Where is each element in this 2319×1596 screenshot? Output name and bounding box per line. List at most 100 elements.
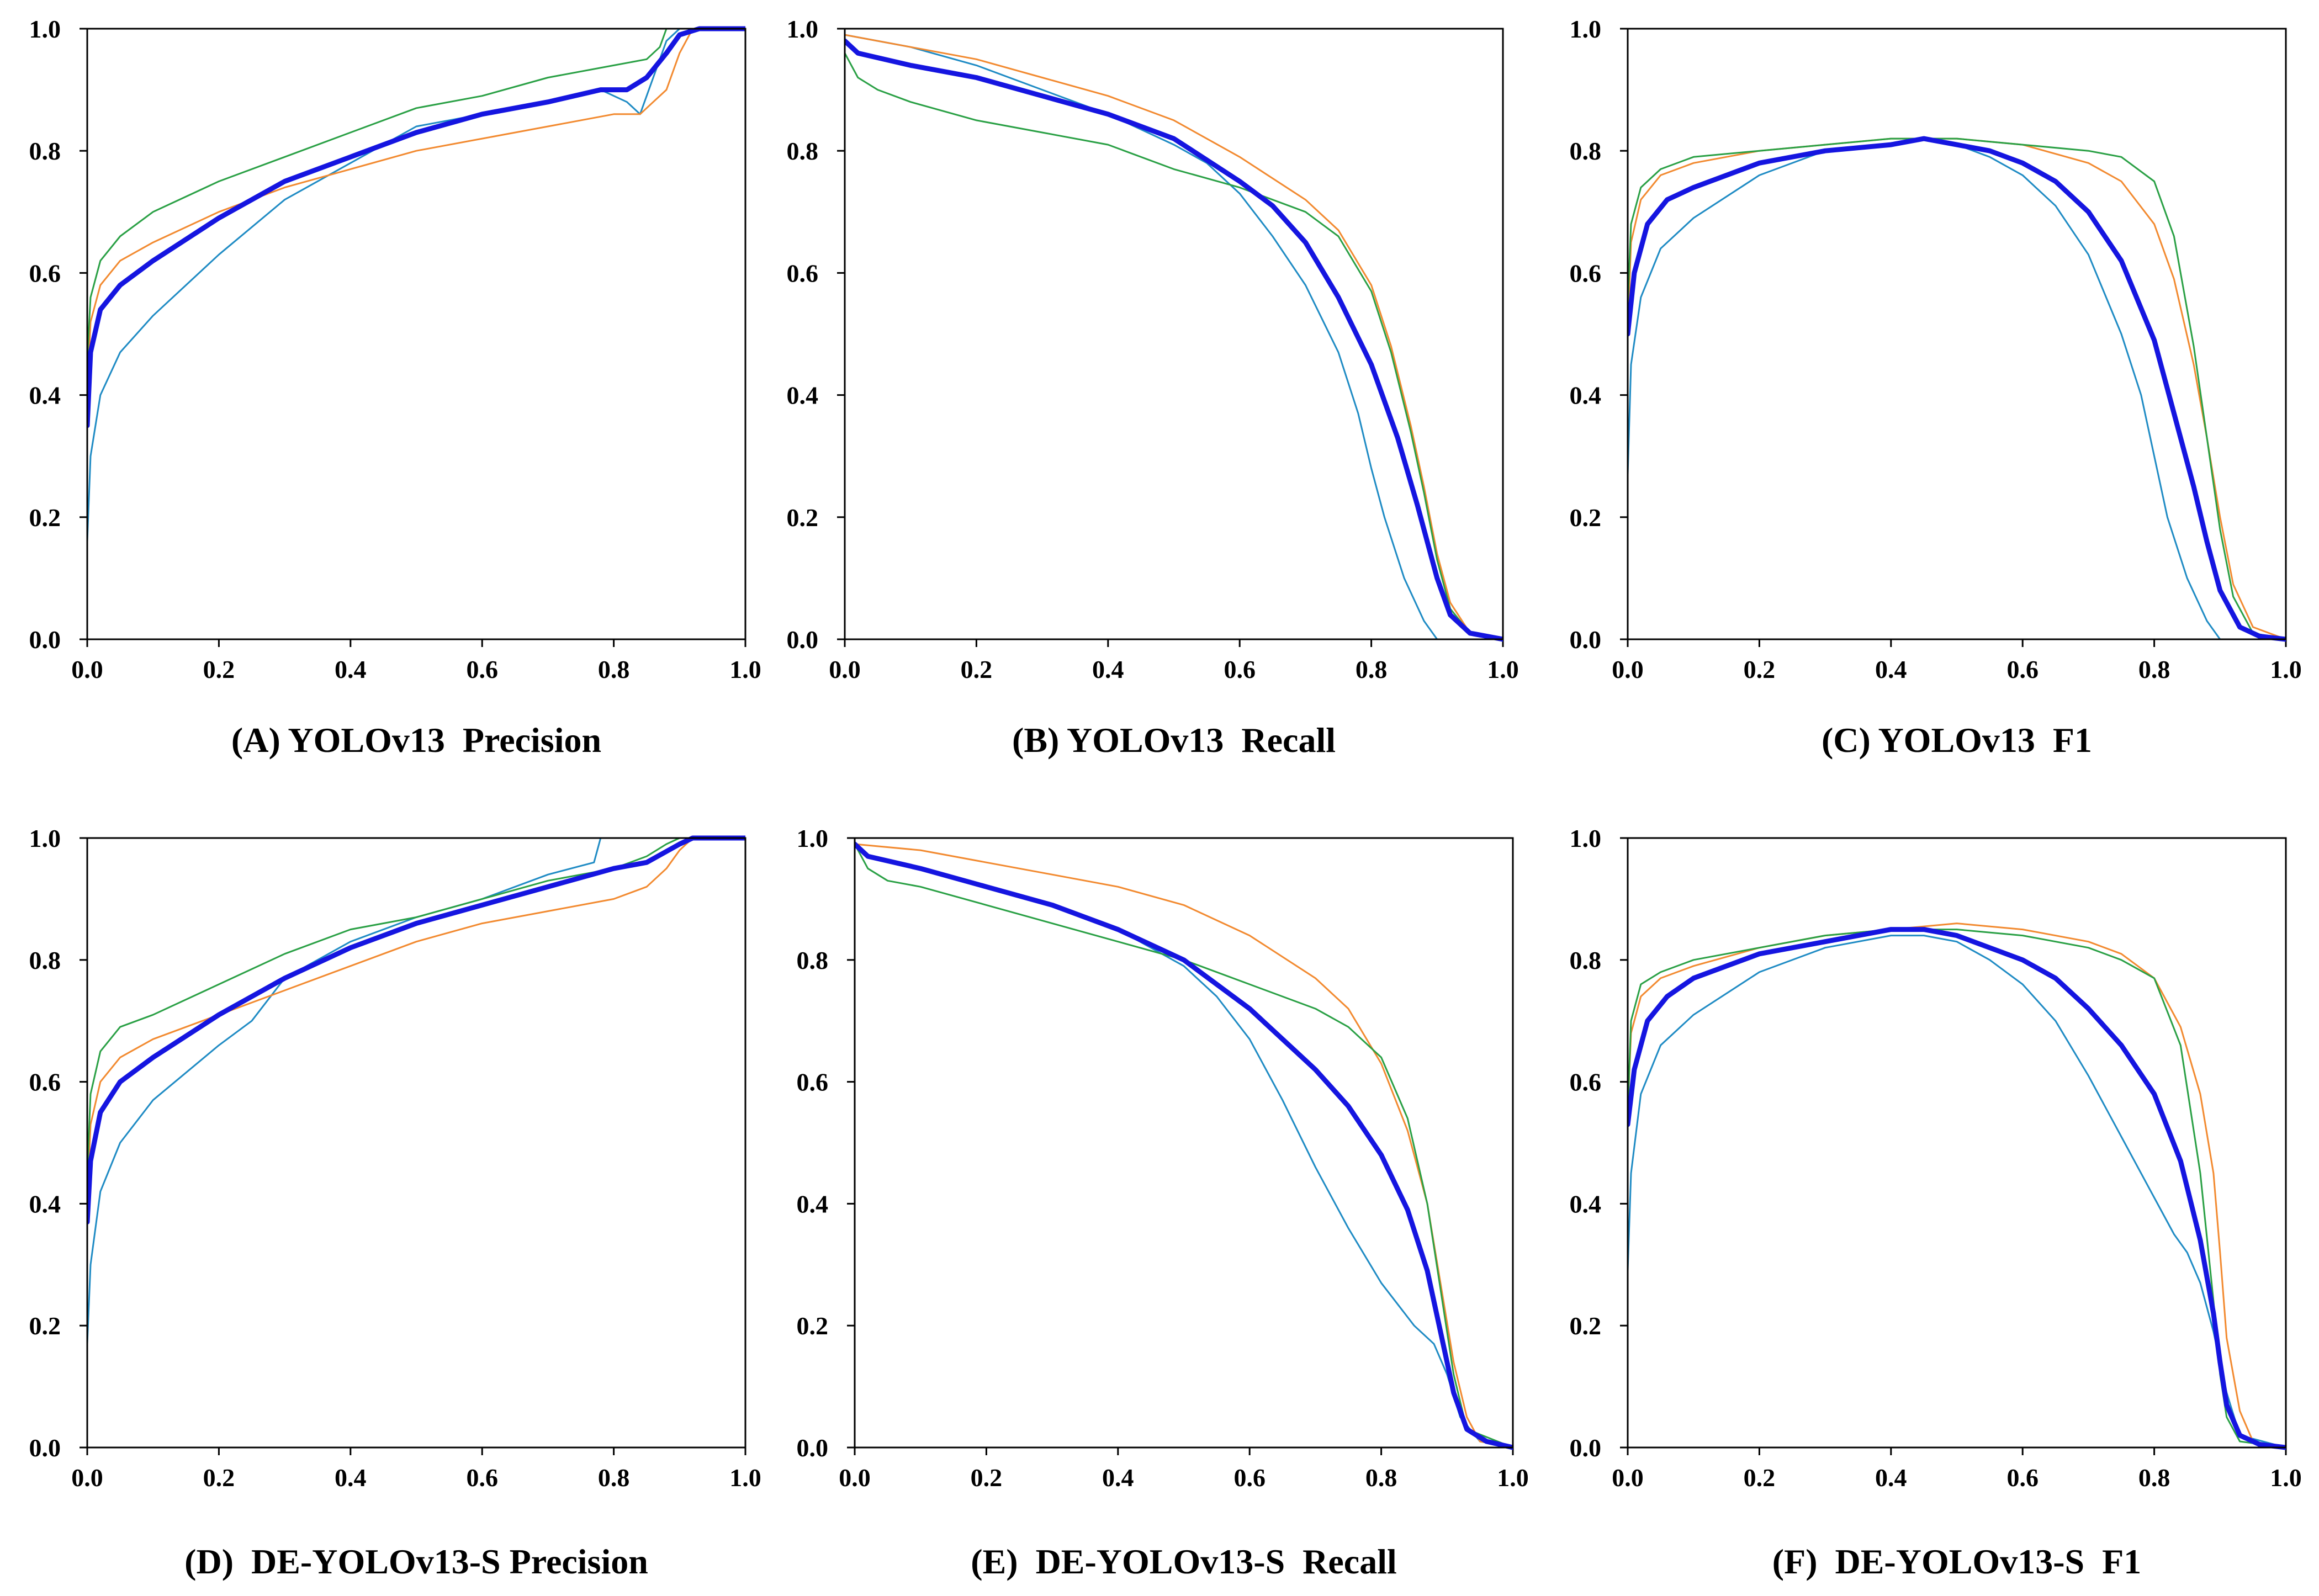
x-tick-label-f-1: 0.2 — [1744, 1464, 1776, 1492]
series-e-all-classes — [855, 841, 1513, 1450]
y-tick-label-d-4: 0.8 — [29, 946, 61, 974]
plot-frame-f — [1627, 837, 2287, 1449]
series-d-class-2 — [87, 837, 745, 1205]
chart-panel-a: 0.0 0.2 0.4 0.6 0.8 1.0 0.0 0.2 0.4 0.6 0.8 1.0 (A) … — [29, 15, 761, 760]
x-tick-label-f-2: 0.4 — [1875, 1464, 1907, 1492]
y-tick-label-e-2: 0.4 — [797, 1190, 829, 1218]
y-tick-label-c-2: 0.4 — [1570, 381, 1602, 410]
y-tick-label-a-0: 0.0 — [29, 625, 61, 654]
series-b-class-3 — [845, 52, 1503, 640]
y-tick-label-c-5: 1.0 — [1570, 15, 1602, 43]
series-group-c — [1628, 136, 2286, 642]
caption-a: (A) YOLOv13 Precision — [231, 720, 601, 760]
x-tick-label-a-0: 0.0 — [71, 655, 103, 683]
y-tick-label-c-3: 0.6 — [1570, 259, 1602, 287]
series-a-class-3 — [87, 28, 745, 359]
x-tick-label-b-2: 0.4 — [1092, 655, 1124, 683]
x-tick-label-a-2: 0.4 — [335, 655, 367, 683]
y-tick-label-e-4: 0.8 — [797, 946, 829, 974]
x-tick-label-a-1: 0.2 — [203, 655, 235, 683]
y-tick-label-e-5: 1.0 — [797, 824, 829, 852]
x-tick-label-d-0: 0.0 — [71, 1464, 103, 1492]
x-tick-label-a-4: 0.8 — [598, 655, 630, 683]
series-c-class-1 — [1628, 137, 2286, 640]
x-tick-label-c-5: 1.0 — [2270, 655, 2302, 683]
y-tick-label-e-0: 0.0 — [797, 1434, 829, 1462]
series-d-class-1 — [87, 837, 745, 1345]
x-tick-label-b-1: 0.2 — [961, 655, 993, 683]
x-tick-label-d-5: 1.0 — [729, 1464, 761, 1492]
y-tick-label-d-0: 0.0 — [29, 1434, 61, 1462]
chart-panel-b: 0.0 0.2 0.4 0.6 0.8 1.0 0.0 0.2 0.4 0.6 0.8 1.0 (B) … — [787, 15, 1519, 760]
x-tick-label-a-5: 1.0 — [729, 655, 761, 683]
y-tick-label-a-3: 0.6 — [29, 259, 61, 287]
y-tick-label-f-1: 0.2 — [1570, 1312, 1602, 1340]
x-tick-label-f-3: 0.6 — [2006, 1464, 2039, 1492]
series-a-class-2 — [87, 28, 745, 396]
y-tick-label-f-0: 0.0 — [1570, 1434, 1602, 1462]
series-group-b — [845, 34, 1503, 642]
series-group-e — [855, 841, 1513, 1450]
series-c-class-2 — [1628, 137, 2286, 640]
y-tick-label-c-1: 0.2 — [1570, 503, 1602, 532]
x-tick-label-e-2: 0.4 — [1102, 1464, 1134, 1492]
plot-frame-e — [854, 837, 1514, 1449]
y-tick-label-b-2: 0.4 — [787, 381, 819, 410]
caption-d: (D) DE-YOLOv13-S Precision — [184, 1542, 648, 1581]
y-tick-label-f-5: 1.0 — [1570, 824, 1602, 852]
y-tick-label-b-0: 0.0 — [787, 625, 819, 654]
series-f-class-2 — [1628, 922, 2286, 1449]
series-b-class-2 — [845, 34, 1503, 640]
x-tick-label-c-4: 0.8 — [2138, 655, 2170, 683]
series-b-all-classes — [845, 38, 1503, 642]
x-tick-label-e-4: 0.8 — [1365, 1464, 1397, 1492]
caption-f: (F) DE-YOLOv13-S F1 — [1772, 1542, 2141, 1581]
chart-panel-d: 0.0 0.2 0.4 0.6 0.8 1.0 0.0 0.2 0.4 0.6 0.8 1.0 (D) … — [29, 824, 761, 1581]
y-tick-label-a-5: 1.0 — [29, 15, 61, 43]
series-b-class-1 — [845, 34, 1503, 640]
y-tick-label-a-2: 0.4 — [29, 381, 61, 410]
x-tick-label-f-0: 0.0 — [1612, 1464, 1644, 1492]
y-tick-label-b-1: 0.2 — [787, 503, 819, 532]
y-tick-label-f-4: 0.8 — [1570, 946, 1602, 974]
x-tick-label-d-1: 0.2 — [203, 1464, 235, 1492]
x-tick-label-f-5: 1.0 — [2270, 1464, 2302, 1492]
series-d-all-classes — [87, 835, 745, 1224]
x-tick-label-b-0: 0.0 — [829, 655, 861, 683]
series-group-d — [87, 835, 745, 1345]
series-group-a — [87, 26, 745, 543]
y-tick-label-b-4: 0.8 — [787, 137, 819, 165]
y-tick-label-d-5: 1.0 — [29, 824, 61, 852]
x-tick-label-c-0: 0.0 — [1612, 655, 1644, 683]
x-tick-label-d-4: 0.8 — [598, 1464, 630, 1492]
plot-frame-c — [1627, 28, 2287, 640]
x-tick-label-f-4: 0.8 — [2138, 1464, 2170, 1492]
series-e-class-2 — [855, 843, 1513, 1449]
y-tick-label-f-2: 0.4 — [1570, 1190, 1602, 1218]
x-tick-label-a-3: 0.6 — [466, 655, 498, 683]
y-tick-label-b-3: 0.6 — [787, 259, 819, 287]
caption-c: (C) YOLOv13 F1 — [1822, 720, 2092, 760]
y-tick-label-d-3: 0.6 — [29, 1068, 61, 1096]
series-a-class-1 — [87, 28, 745, 543]
x-tick-label-c-1: 0.2 — [1744, 655, 1776, 683]
x-tick-label-c-3: 0.6 — [2006, 655, 2039, 683]
series-e-class-3 — [855, 843, 1513, 1449]
x-tick-label-b-4: 0.8 — [1356, 655, 1388, 683]
plot-frame-a — [86, 28, 746, 640]
series-f-all-classes — [1628, 927, 2286, 1450]
y-tick-label-c-0: 0.0 — [1570, 625, 1602, 654]
x-tick-label-d-3: 0.6 — [466, 1464, 498, 1492]
y-tick-label-f-3: 0.6 — [1570, 1068, 1602, 1096]
series-c-class-3 — [1628, 137, 2286, 640]
y-tick-label-d-1: 0.2 — [29, 1312, 61, 1340]
series-group-f — [1628, 922, 2286, 1450]
x-tick-label-e-0: 0.0 — [839, 1464, 871, 1492]
chart-panel-f: 0.0 0.2 0.4 0.6 0.8 1.0 0.0 0.2 0.4 0.6 0.8 1.0 (F) … — [1570, 824, 2302, 1581]
caption-b: (B) YOLOv13 Recall — [1012, 720, 1336, 760]
y-tick-label-b-5: 1.0 — [787, 15, 819, 43]
x-tick-label-e-5: 1.0 — [1497, 1464, 1529, 1492]
x-tick-label-e-1: 0.2 — [971, 1464, 1003, 1492]
plot-frame-d — [86, 837, 746, 1449]
